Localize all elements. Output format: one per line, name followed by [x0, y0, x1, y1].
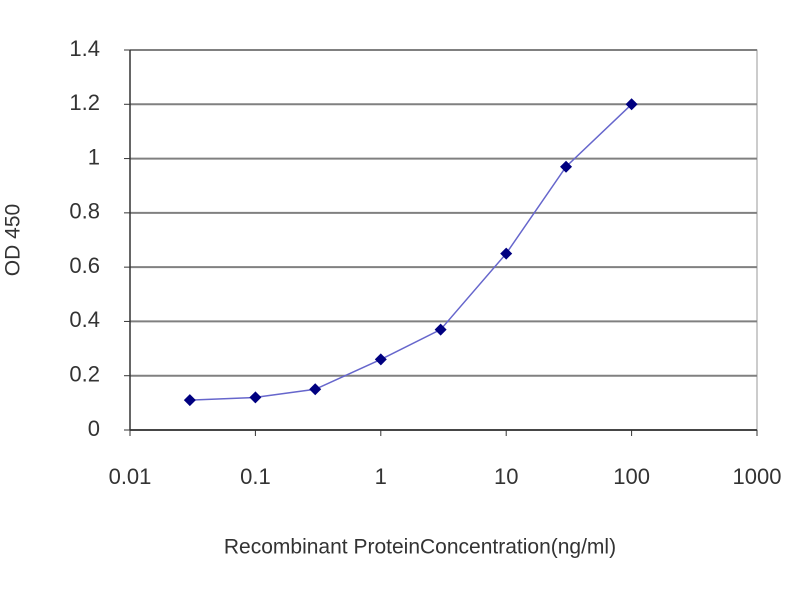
x-tick-label: 0.01 [109, 464, 152, 489]
x-tick-label: 10 [494, 464, 518, 489]
y-tick-label: 1.4 [69, 36, 100, 61]
y-tick-label: 1.2 [69, 90, 100, 115]
y-axis-label: OD 450 [2, 204, 25, 276]
marker [500, 247, 513, 260]
y-tick-label: 0 [88, 416, 100, 441]
x-axis-label: Recombinant ProteinConcentration(ng/ml) [224, 536, 616, 559]
y-tick-label: 0.2 [69, 362, 100, 387]
marker [560, 160, 573, 173]
x-tick-label: 0.1 [240, 464, 271, 489]
plot-area [129, 49, 758, 431]
series-line [189, 103, 633, 401]
y-tick-label: 1 [88, 144, 100, 169]
marker [374, 353, 387, 366]
x-tick-label: 100 [613, 464, 650, 489]
marker [309, 383, 322, 396]
marker [183, 394, 196, 407]
marker [625, 98, 638, 111]
marker [249, 391, 262, 404]
y-tick-label: 0.4 [69, 307, 100, 332]
y-tick-label: 0.8 [69, 199, 100, 224]
marker [434, 323, 447, 336]
x-tick-label: 1000 [733, 464, 782, 489]
y-tick-label: 0.6 [69, 253, 100, 278]
x-tick-label: 1 [375, 464, 387, 489]
